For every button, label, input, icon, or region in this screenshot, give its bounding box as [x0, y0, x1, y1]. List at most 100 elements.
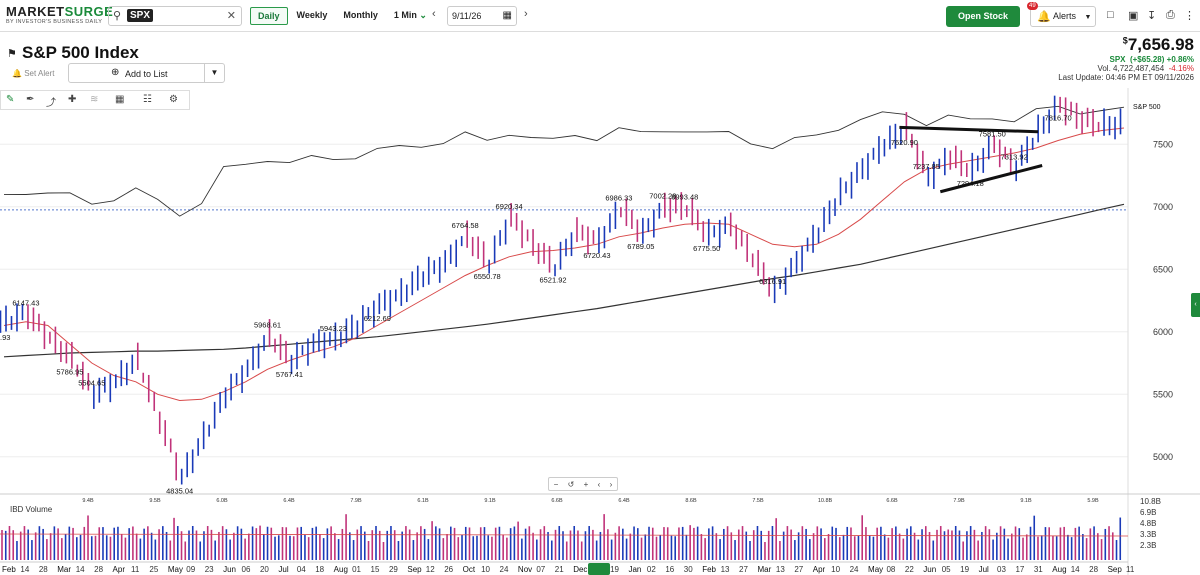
quote-panel: $7,656.98 SPX (+$65.28) +0.86% Vol. 4,72… — [1058, 35, 1194, 82]
volume-peak-label: 9.1B — [1020, 498, 1032, 504]
ma-short-line — [3, 127, 1125, 402]
chevron-left-icon[interactable]: ‹ — [432, 8, 436, 20]
download-icon[interactable]: ↧ — [1147, 10, 1157, 22]
x-tick-label: May — [168, 565, 183, 574]
top-bar: MARKETSURGE BY INVESTOR'S BUSINESS DAILY… — [0, 0, 1200, 42]
trendline-lower — [939, 164, 1043, 194]
volume-peak-label: 10.8B — [818, 498, 833, 504]
pattern-icon[interactable]: ≋ — [90, 94, 99, 105]
price-annotation: 6147.43 — [12, 298, 39, 307]
zoom-out-icon[interactable]: − — [553, 479, 559, 489]
x-tick-label: Dec — [573, 565, 587, 574]
volume-change: -4.16% — [1168, 64, 1194, 73]
price-annotation: 6993.48 — [671, 193, 698, 202]
volume-peak-label: 9.1B — [484, 498, 496, 504]
tab-1min[interactable]: 1 Min ⌄ — [387, 7, 434, 25]
add-to-list-button[interactable]: ⊕ Add to List ▼ — [68, 63, 225, 83]
tab-weekly[interactable]: Weekly — [296, 10, 328, 20]
price-annotation: 6764.58 — [452, 221, 479, 230]
x-tick-label: Sep — [407, 565, 422, 574]
price-chart[interactable]: 5000 5500 6000 6500 7000 7500 S&P 500 6147.43 57… — [0, 88, 1200, 575]
zoom-in-icon[interactable]: + — [583, 479, 589, 489]
calendar-icon[interactable]: ▦ — [502, 10, 512, 21]
x-tick-label: Jun — [923, 565, 936, 574]
volume-peak-label: 6.4B — [283, 498, 295, 504]
volume-peak-label: 6.4B — [618, 498, 630, 504]
x-tick-label: 02 — [647, 565, 656, 574]
price-annotation: 6920.34 — [496, 202, 523, 211]
crosshair-icon[interactable]: ✚ — [68, 94, 77, 105]
add-to-list-dropdown[interactable]: ▼ — [204, 64, 224, 82]
y-tick-label: 6500 — [1153, 264, 1173, 274]
x-tick-label: 29 — [389, 565, 398, 574]
close-icon[interactable]: ✕ — [226, 10, 236, 22]
x-tick-label: 18 — [315, 565, 324, 574]
pencil-icon[interactable]: ✎ — [6, 94, 15, 105]
tab-daily[interactable]: Daily — [250, 7, 288, 25]
trendline-icon[interactable]: ⤴ — [46, 98, 56, 109]
tab-monthly[interactable]: Monthly — [343, 10, 378, 20]
x-tick-label: 14 — [76, 565, 85, 574]
plus-circle-icon: ⊕ — [111, 67, 120, 78]
x-tick-label: 01 — [352, 565, 361, 574]
price-annotation: 6550.78 — [474, 272, 501, 281]
trendline-upper — [899, 125, 1039, 134]
date-value: 9/11/26 — [452, 11, 482, 21]
open-stock-ideas-button[interactable]: Open Stock Ideas — [946, 6, 1020, 42]
x-tick-label: Oct — [463, 565, 476, 574]
volume-label: IBD Volume — [10, 505, 53, 514]
set-alert-button[interactable]: 🔔 Set Alert — [12, 69, 54, 78]
y-tick-label: 5500 — [1153, 389, 1173, 399]
pen-icon[interactable]: ✒ — [26, 94, 35, 105]
left-edge-annotation: .93 — [0, 333, 10, 342]
x-tick-label: 17 — [1015, 565, 1024, 574]
scroll-right-icon[interactable]: › — [609, 479, 613, 489]
volume-peak-label: 7.9B — [953, 498, 965, 504]
price-annotation: 7581.50 — [979, 129, 1006, 138]
x-tick-label: 25 — [149, 565, 158, 574]
price-annotation: 7313.92 — [1001, 153, 1028, 162]
x-tick-label: 11 — [131, 565, 140, 574]
price-annotation: 7620.90 — [891, 138, 918, 147]
y-tick-label: 7000 — [1153, 202, 1173, 212]
reset-icon[interactable]: ↺ — [567, 479, 575, 489]
x-tick-label: 05 — [942, 565, 951, 574]
x-tick-label: 10 — [831, 565, 840, 574]
marketsurge-logo[interactable]: MARKETSURGE BY INVESTOR'S BUSINESS DAILY — [6, 4, 113, 25]
bars-icon[interactable]: ☷ — [143, 94, 152, 105]
window-icon[interactable]: □ — [1107, 9, 1114, 21]
x-tick-label: Mar — [757, 565, 771, 574]
side-panel-toggle[interactable]: ‹ — [1191, 293, 1200, 317]
volume-peak-label: 9.4B — [82, 498, 94, 504]
x-tick-label: Aug — [334, 565, 348, 574]
x-tick-label: 30 — [684, 565, 693, 574]
alerts-button[interactable]: 49 🔔 Alerts ▼ — [1027, 2, 1096, 27]
x-tick-label: Aug — [1052, 565, 1066, 574]
ma-long-line — [3, 203, 1125, 358]
scroll-left-icon[interactable]: ‹ — [597, 479, 601, 489]
x-tick-label: 11 — [1126, 565, 1135, 574]
date-field[interactable]: 9/11/26 ▦ — [447, 6, 517, 26]
price-annotation: 5968.61 — [254, 321, 281, 330]
last-update: Last Update: 04:46 PM ET 09/11/2026 — [1058, 73, 1194, 82]
x-tick-label: 26 — [444, 565, 453, 574]
rs-line — [3, 105, 1125, 217]
chevron-right-icon[interactable]: › — [524, 8, 528, 20]
price-currency: $ — [1122, 35, 1128, 46]
panel-resize-handle[interactable] — [588, 563, 610, 575]
bell-icon: 🔔 — [1037, 11, 1051, 23]
x-tick-label: Feb — [2, 565, 16, 574]
x-tick-label: Feb — [702, 565, 716, 574]
price-annotation: 7002.28 — [649, 192, 676, 201]
image-icon[interactable]: ▣ — [1128, 10, 1139, 22]
x-tick-label: 10 — [481, 565, 490, 574]
symbol-search[interactable]: ⚲ SPX ✕ — [108, 6, 242, 26]
alerts-label: Alerts — [1053, 11, 1077, 21]
x-tick-label: 04 — [297, 565, 306, 574]
flag-icon[interactable]: ⚑ — [7, 48, 17, 60]
layout-icon[interactable]: ▦ — [115, 94, 125, 105]
more-icon[interactable]: ⋮ — [1184, 10, 1195, 22]
volume-peak-label: 6.0B — [216, 498, 228, 504]
settings-icon[interactable]: ⚙ — [169, 94, 178, 105]
print-icon[interactable]: ⎙ — [1166, 9, 1175, 21]
